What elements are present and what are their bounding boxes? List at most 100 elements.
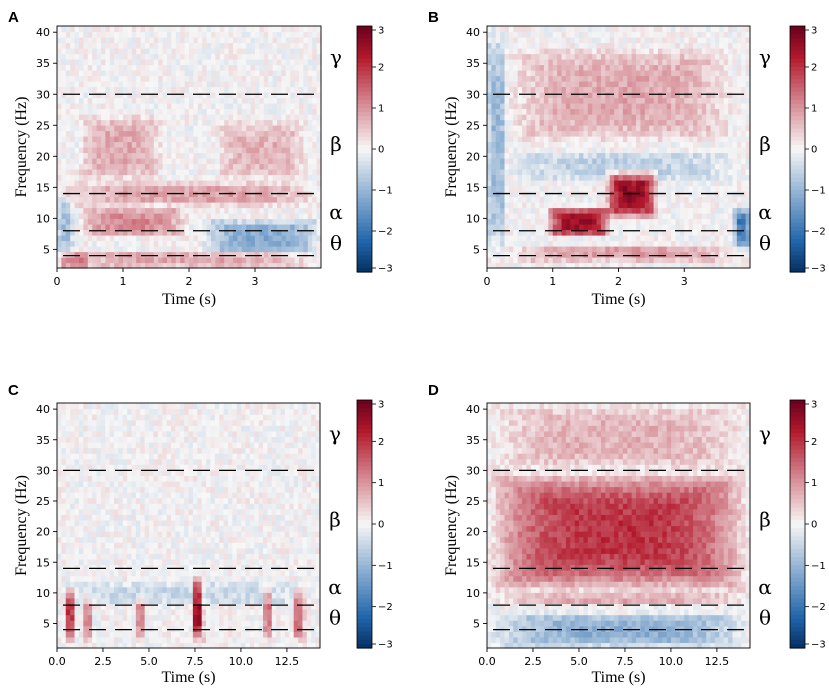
heatmap-cell <box>145 119 150 126</box>
heatmap-cell <box>65 136 71 143</box>
heatmap-cell <box>123 229 128 236</box>
heatmap-cell <box>535 174 541 181</box>
heatmap-cell <box>539 81 545 88</box>
heatmap-cell <box>83 114 89 121</box>
heatmap-cell <box>614 130 620 137</box>
heatmap-cell <box>627 224 633 231</box>
heatmap-cell <box>96 229 102 236</box>
heatmap-cell <box>118 97 124 104</box>
heatmap-cell <box>123 158 128 165</box>
heatmap-cell <box>272 246 278 253</box>
heatmap-cell <box>495 185 501 192</box>
heatmap-cell <box>109 158 115 165</box>
heatmap-cell <box>202 174 208 181</box>
heatmap-cell <box>83 26 89 33</box>
heatmap-cell <box>622 136 628 143</box>
heatmap-cell <box>522 97 528 104</box>
heatmap-cell <box>83 169 89 176</box>
heatmap-cell <box>281 196 287 203</box>
heatmap-cell <box>614 114 620 121</box>
heatmap-cell <box>96 262 102 269</box>
heatmap-cell <box>233 229 238 236</box>
heatmap-cell <box>123 246 128 253</box>
heatmap-cell <box>180 207 186 214</box>
heatmap-cell <box>530 158 536 165</box>
heatmap-cell <box>303 235 309 242</box>
heatmap-cell <box>184 163 190 170</box>
heatmap-cell <box>268 196 274 203</box>
heatmap-cell <box>627 114 633 121</box>
heatmap-cell <box>202 202 208 209</box>
heatmap-cell <box>123 185 128 192</box>
heatmap-cell <box>583 130 589 137</box>
heatmap-cell <box>131 147 137 154</box>
heatmap-cell <box>272 108 278 115</box>
heatmap-cell <box>211 64 216 71</box>
heatmap-cell <box>662 213 668 220</box>
heatmap-cell <box>175 196 181 203</box>
heatmap-cell <box>548 108 554 115</box>
heatmap-cell <box>83 141 89 148</box>
heatmap-cell <box>579 158 585 165</box>
heatmap-cell <box>508 37 514 44</box>
heatmap-cell <box>61 136 67 143</box>
heatmap-cell <box>184 125 190 132</box>
heatmap-cell <box>539 180 545 187</box>
heatmap-cell <box>92 207 98 214</box>
heatmap-cell <box>684 218 690 225</box>
colorbar-segment <box>357 67 372 72</box>
heatmap-cell <box>312 64 318 71</box>
heatmap-cell <box>87 37 93 44</box>
heatmap-cell <box>83 163 89 170</box>
heatmap-cell <box>74 163 80 170</box>
heatmap-cell <box>215 262 221 269</box>
heatmap-cell <box>246 174 252 181</box>
heatmap-cell <box>175 262 181 269</box>
heatmap-cell <box>693 31 698 38</box>
heatmap-cell <box>303 103 309 110</box>
heatmap-cell <box>233 53 238 60</box>
heatmap-cell <box>688 224 694 231</box>
heatmap-cell <box>109 185 115 192</box>
heatmap-cell <box>263 169 269 176</box>
heatmap-cell <box>294 31 300 38</box>
heatmap-cell <box>636 147 642 154</box>
heatmap-cell <box>508 136 514 143</box>
heatmap-cell <box>500 86 506 93</box>
heatmap-cell <box>136 31 142 38</box>
heatmap-cell <box>548 103 554 110</box>
heatmap-cell <box>491 141 497 148</box>
heatmap-cell <box>101 119 106 126</box>
heatmap-cell <box>65 75 71 82</box>
heatmap-cell <box>631 59 637 66</box>
heatmap-cell <box>175 251 181 258</box>
heatmap-cell <box>653 262 659 269</box>
heatmap-cell <box>101 59 106 66</box>
heatmap-cell <box>688 70 694 77</box>
heatmap-cell <box>175 125 181 132</box>
heatmap-cell <box>526 207 532 214</box>
heatmap-cell <box>548 31 554 38</box>
heatmap-cell <box>587 108 593 115</box>
heatmap-cell <box>246 92 252 99</box>
heatmap-cell <box>657 48 663 55</box>
heatmap-cell <box>636 97 642 104</box>
heatmap-cell <box>504 224 510 231</box>
heatmap-cell <box>701 31 707 38</box>
heatmap-cell <box>312 229 318 236</box>
heatmap-cell <box>83 213 89 220</box>
heatmap-cell <box>211 108 216 115</box>
heatmap-cell <box>671 75 677 82</box>
heatmap-cell <box>233 31 238 38</box>
heatmap-cell <box>526 169 532 176</box>
heatmap-cell <box>263 246 269 253</box>
heatmap-cell <box>640 48 646 55</box>
heatmap-cell <box>241 119 247 126</box>
heatmap-cell <box>290 64 296 71</box>
heatmap-cell <box>250 86 256 93</box>
heatmap-cell <box>131 26 137 33</box>
heatmap-cell <box>675 251 681 258</box>
heatmap-cell <box>263 37 269 44</box>
heatmap-cell <box>596 163 602 170</box>
heatmap-cell <box>92 136 98 143</box>
